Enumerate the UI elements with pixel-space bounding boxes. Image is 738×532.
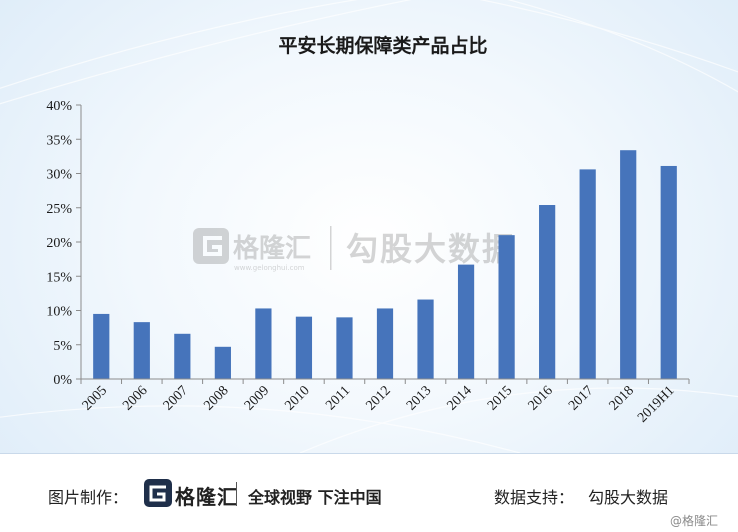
footer-slogan: 全球视野 下注中国: [248, 488, 382, 507]
y-tick-label: 40%: [46, 99, 72, 114]
x-tick-label: 2013: [404, 383, 434, 413]
bar-2015: [498, 235, 515, 379]
x-tick-label: 2006: [120, 383, 150, 413]
bar-2013: [417, 299, 434, 379]
bar-2014: [457, 264, 475, 379]
watermark: 格隆汇 www.gelonghui.com 勾股大数据: [193, 226, 516, 272]
y-tick-label: 25%: [46, 202, 72, 217]
y-tick-label: 20%: [46, 236, 72, 251]
watermark-url: www.gelonghui.com: [234, 264, 305, 272]
bar-2011: [336, 317, 353, 379]
y-tick-label: 0%: [53, 373, 72, 388]
x-tick-label: 2011: [323, 383, 353, 413]
footer-corner-mark: @格隆汇: [670, 514, 719, 528]
chart-title: 平安长期保障类产品占比: [278, 34, 487, 57]
y-tick-label: 10%: [46, 305, 72, 320]
bar-chart: 平安长期保障类产品占比 格隆汇 www.gelonghui.com 勾股大数据 …: [0, 0, 738, 453]
watermark-partner: 勾股大数据: [346, 230, 516, 268]
watermark-brand: 格隆汇: [233, 233, 311, 264]
gelonghui-logo-icon: [144, 479, 172, 507]
bar-2016: [539, 205, 556, 379]
bar-2008: [214, 346, 231, 379]
bar-2019H1: [660, 165, 677, 379]
bars: [93, 150, 677, 379]
watermark-logo-icon: [193, 228, 229, 264]
footer-divider: [236, 482, 237, 506]
y-tick-label: 30%: [46, 168, 72, 183]
x-tick-label: 2015: [485, 383, 515, 413]
footer-support-value: 勾股大数据: [588, 488, 669, 507]
bar-2017: [579, 169, 596, 379]
bar-2018: [620, 150, 637, 379]
footer-brand: 格隆汇: [175, 485, 238, 509]
y-axis: 0% 5% 10% 15% 20% 25% 30% 35% 40%: [46, 99, 82, 388]
footer-credit-label: 图片制作：: [48, 488, 129, 507]
x-tick-label: 2014: [444, 383, 474, 413]
bar-2006: [133, 322, 150, 379]
x-tick-label: 2007: [161, 383, 191, 413]
x-tick-label: 2010: [282, 383, 312, 413]
footer-support-label: 数据支持：: [494, 488, 575, 507]
x-axis: 2005 2006 2007 2008 2009 2010 2011 2012 2013 2014…: [80, 378, 690, 426]
y-tick-label: 5%: [53, 339, 72, 354]
y-tick-label: 15%: [46, 270, 72, 285]
bar-2012: [376, 308, 394, 379]
bar-2007: [174, 333, 191, 379]
bar-2005: [93, 313, 110, 379]
footer: 图片制作： 格隆汇 全球视野 下注中国 数据支持： 勾股大数据 @格隆汇: [0, 453, 738, 532]
bar-2009: [255, 308, 272, 379]
x-tick-label: 2008: [201, 383, 231, 413]
y-tick-label: 35%: [46, 133, 72, 148]
x-tick-label: 2016: [526, 383, 556, 413]
background-decoration: [0, 0, 738, 453]
x-tick-label: 2019H1: [635, 383, 678, 426]
x-tick-label: 2012: [363, 383, 393, 413]
bar-2010: [295, 316, 313, 379]
